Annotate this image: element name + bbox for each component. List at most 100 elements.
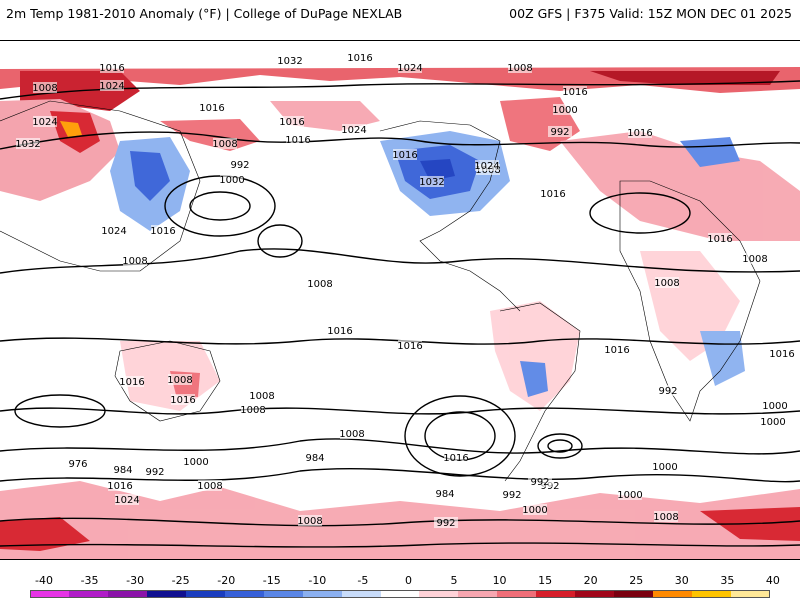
isobar-label-bg	[398, 62, 422, 73]
legend-tick-label: 25	[629, 574, 644, 587]
isobar-label-bg	[143, 466, 167, 477]
isobar-label: 1024	[341, 125, 366, 136]
isobar-label-bg	[33, 82, 57, 93]
legend-swatch	[224, 590, 265, 598]
isobar-label-bg	[628, 127, 652, 138]
legend-swatch	[107, 590, 148, 598]
legend-swatch	[263, 590, 304, 598]
isobar-label-bg	[348, 52, 372, 63]
isobar-label-bg	[16, 138, 40, 149]
isobar-label-bg	[541, 188, 565, 199]
isobar-label-bg	[708, 233, 732, 244]
header: 2m Temp 1981-2010 Anomaly (°F) | College…	[0, 0, 800, 28]
isobar-label-bg	[100, 80, 124, 91]
isobar-label-bg	[213, 138, 237, 149]
isobar-label: 1008	[32, 83, 57, 94]
isobar-label: 1016	[540, 189, 565, 200]
isobar-label: 1008	[167, 375, 192, 386]
isobar-label-bg	[66, 458, 90, 469]
color-legend: -40 -35 -30 -25 -20 -15 -10 -5 0 5 10 15 20 25 30 35 40	[0, 562, 800, 600]
isobar-label-bg	[102, 225, 126, 236]
anomaly-map[interactable]: 1016 1024 1008 1032 1024 1016 1008 1000 992 1016 1…	[0, 40, 800, 560]
isobar-label: 1008	[212, 139, 237, 150]
legend-swatch	[653, 590, 693, 598]
legend-swatch	[185, 590, 226, 598]
isobar-label: 984	[435, 489, 454, 500]
isobar-label: 992	[502, 490, 521, 501]
isobar-label-bg	[184, 456, 208, 467]
isobar-label: 1024	[114, 495, 139, 506]
legend-swatch	[692, 590, 732, 598]
isobar-label: 1016	[604, 345, 629, 356]
isobar-label: 1016	[119, 377, 144, 388]
legend-swatch	[341, 590, 382, 598]
isobar-label: 1032	[15, 139, 40, 150]
isobar-label: 992	[145, 467, 164, 478]
isobar-label-bg	[618, 489, 642, 500]
legend-tick-label: 35	[720, 574, 735, 587]
isobar-label: 976	[68, 459, 87, 470]
isobar-label: 1016	[627, 128, 652, 139]
isobar-label-bg	[743, 253, 767, 264]
isobar-label-bg	[200, 102, 224, 113]
isobar-label: 1008	[339, 429, 364, 440]
isobar-label-bg	[278, 55, 302, 66]
isobar-label-bg	[250, 390, 274, 401]
isobar-label-bg	[548, 126, 572, 137]
isobar-label-bg	[763, 400, 787, 411]
isobar-label-bg	[563, 86, 587, 97]
isobar-label: 1016	[443, 453, 468, 464]
isobar-label: 1016	[285, 135, 310, 146]
isobar-label: 984	[113, 465, 132, 476]
isobar-label: 1000	[762, 401, 787, 412]
isobar-label-bg	[398, 340, 422, 351]
isobar-label: 1008	[742, 254, 767, 265]
isobar-label: 1032	[419, 177, 444, 188]
isobar-label-bg	[342, 124, 366, 135]
isobar-label-bg	[528, 476, 552, 487]
isobar-label: 1016	[327, 326, 352, 337]
legend-tick-label: 0	[404, 574, 412, 587]
isobar-label: 1024	[474, 161, 499, 172]
isobar-label: 1016	[562, 87, 587, 98]
isobar-label: 1000	[522, 505, 547, 516]
isobar-label-bg	[241, 404, 265, 415]
model-run-info: 00Z GFS | F375 Valid: 15Z MON DEC 01 202…	[509, 6, 792, 21]
isobar-label-bg	[434, 517, 458, 528]
isobar-label-bg	[605, 344, 629, 355]
isobar-label: 1008	[197, 481, 222, 492]
isobar-label: 1008	[249, 391, 274, 402]
isobar-label-bg	[444, 452, 468, 463]
isobar-label: 1000	[552, 105, 577, 116]
map-canvas[interactable]: 1016102410081032102410161008100099210161…	[0, 41, 800, 559]
coastlines	[0, 100, 761, 482]
legend-swatch	[30, 590, 70, 598]
legend-tick-label: -5	[357, 574, 369, 587]
legend-tick-label: -30	[126, 574, 145, 587]
isobar-label: 1008	[297, 516, 322, 527]
isobar-label-bg	[111, 464, 135, 475]
isobar-label: 992	[436, 518, 455, 529]
legend-swatch	[731, 590, 771, 598]
isobar-label: 1000	[183, 457, 208, 468]
isobar-label-bg	[393, 149, 417, 160]
isobar-label: 1016	[392, 150, 417, 161]
isobar-labels: 1016102410081032102410161008100099210161…	[15, 52, 795, 529]
isobar-label: 1024	[32, 117, 57, 128]
isobar-label-bg	[654, 511, 678, 522]
isobar-label: 1024	[99, 81, 124, 92]
isobar-label: 1016	[170, 395, 195, 406]
isobar-label-bg	[655, 277, 679, 288]
isobar-label-bg	[420, 176, 444, 187]
legend-tick-label: -20	[217, 574, 236, 587]
isobar-label-bg	[328, 325, 352, 336]
isobar-label: 1024	[101, 226, 126, 237]
isobar-label: 1000	[617, 490, 642, 501]
isobar-label-bg	[298, 515, 322, 526]
isobar-label: 1016	[397, 341, 422, 352]
isobar-label: 992	[230, 160, 249, 171]
isobar-label: 1008	[507, 63, 532, 74]
isobar-label: 1016	[150, 226, 175, 237]
legend-swatch	[146, 590, 187, 598]
isobar-label-bg	[33, 116, 57, 127]
